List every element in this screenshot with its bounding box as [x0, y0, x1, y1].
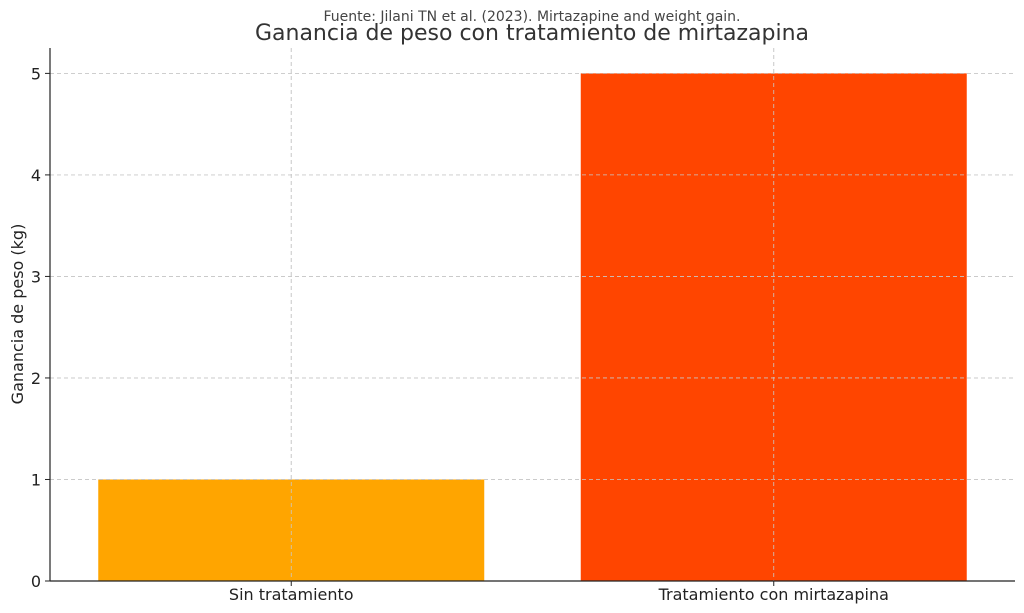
chart-subtitle: Fuente: Jilani TN et al. (2023). Mirtaza…	[323, 9, 740, 25]
y-tick-label: 2	[31, 369, 41, 388]
axes	[49, 48, 1015, 582]
y-tick-label: 3	[31, 267, 41, 286]
x-tick-label: Sin tratamiento	[229, 585, 354, 604]
y-axis-label: Ganancia de peso (kg)	[8, 224, 27, 405]
bar-1	[98, 479, 485, 581]
chart-title: Ganancia de peso con tratamiento de mirt…	[255, 21, 809, 46]
y-tick-label: 1	[31, 470, 41, 489]
y-tick-label: 4	[31, 166, 41, 185]
y-tick-label: 5	[31, 64, 41, 83]
x-tick-label: Tratamiento con mirtazapina	[658, 585, 889, 604]
y-tick-label: 0	[31, 572, 41, 591]
bars	[50, 48, 1015, 581]
x-ticks: Sin tratamiento Tratamiento con mirtazapi…	[229, 581, 889, 604]
y-ticks: 0 1 2 3 4 5	[31, 64, 50, 591]
